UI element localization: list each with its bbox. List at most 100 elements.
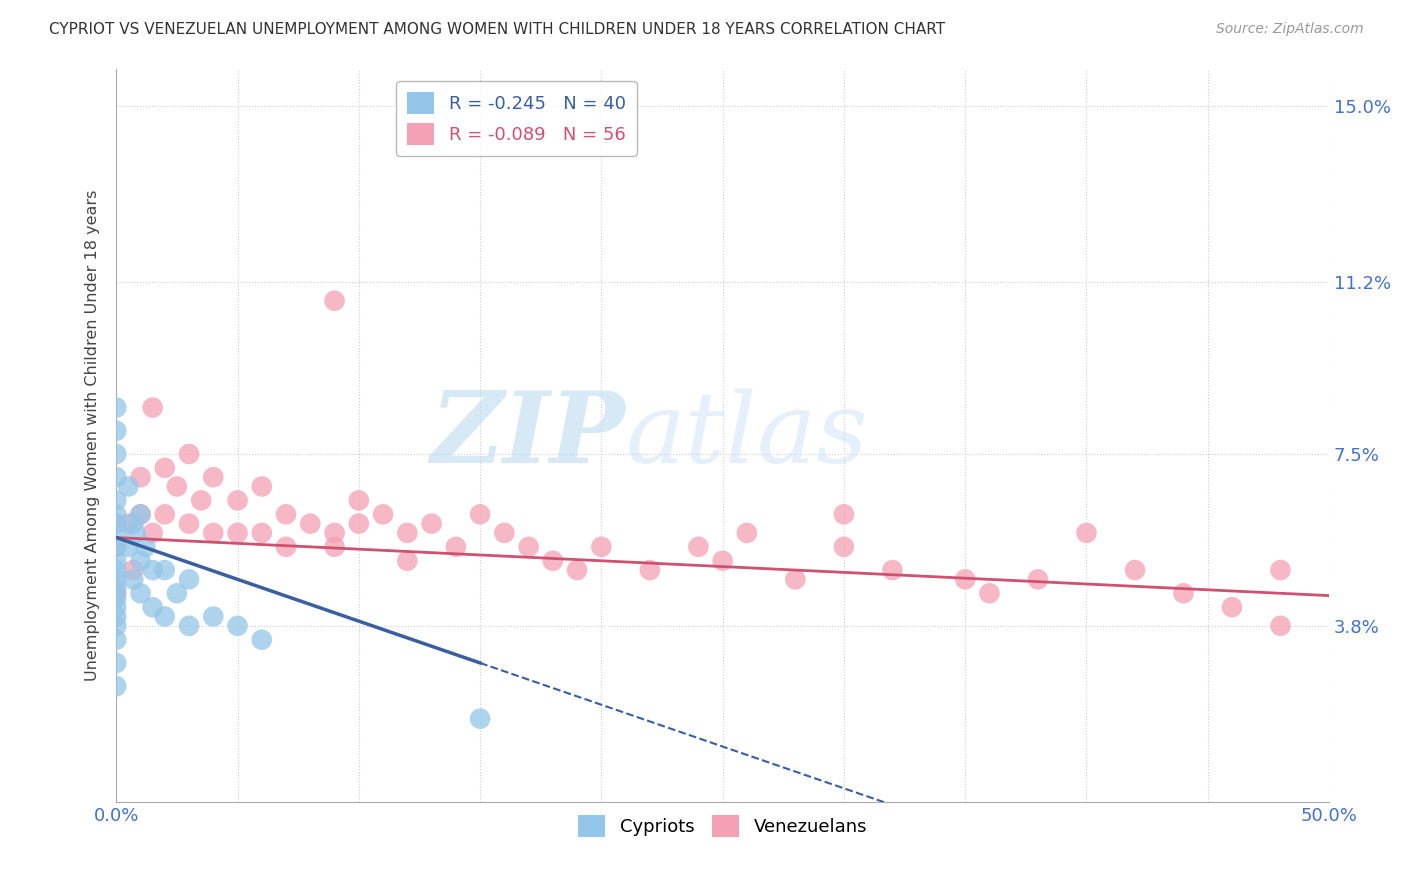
- Point: [117, 479, 139, 493]
- Point: [202, 525, 225, 540]
- Point: [785, 573, 807, 587]
- Point: [565, 563, 588, 577]
- Point: [105, 447, 128, 461]
- Point: [953, 573, 976, 587]
- Point: [105, 470, 128, 484]
- Point: [202, 470, 225, 484]
- Point: [250, 525, 273, 540]
- Point: [117, 516, 139, 531]
- Point: [226, 525, 249, 540]
- Point: [832, 508, 855, 522]
- Point: [105, 508, 128, 522]
- Text: Source: ZipAtlas.com: Source: ZipAtlas.com: [1216, 22, 1364, 37]
- Point: [129, 586, 152, 600]
- Point: [226, 619, 249, 633]
- Point: [105, 679, 128, 693]
- Point: [177, 573, 200, 587]
- Point: [226, 493, 249, 508]
- Point: [299, 516, 322, 531]
- Point: [122, 563, 145, 577]
- Point: [638, 563, 661, 577]
- Point: [142, 600, 165, 615]
- Point: [177, 619, 200, 633]
- Point: [396, 554, 419, 568]
- Point: [134, 540, 156, 554]
- Point: [1270, 619, 1292, 633]
- Point: [105, 554, 128, 568]
- Point: [122, 573, 145, 587]
- Point: [468, 508, 491, 522]
- Point: [1026, 573, 1049, 587]
- Point: [494, 525, 516, 540]
- Point: [105, 563, 128, 577]
- Point: [1123, 563, 1146, 577]
- Text: CYPRIOT VS VENEZUELAN UNEMPLOYMENT AMONG WOMEN WITH CHILDREN UNDER 18 YEARS CORR: CYPRIOT VS VENEZUELAN UNEMPLOYMENT AMONG…: [49, 22, 945, 37]
- Point: [396, 525, 419, 540]
- Point: [323, 525, 346, 540]
- Legend: Cypriots, Venezuelans: Cypriots, Venezuelans: [571, 808, 875, 845]
- Point: [142, 563, 165, 577]
- Point: [105, 525, 128, 540]
- Point: [468, 712, 491, 726]
- Point: [1220, 600, 1243, 615]
- Point: [202, 609, 225, 624]
- Point: [105, 591, 128, 605]
- Point: [124, 525, 146, 540]
- Point: [105, 493, 128, 508]
- Point: [177, 447, 200, 461]
- Point: [142, 401, 165, 415]
- Point: [347, 493, 370, 508]
- Point: [190, 493, 212, 508]
- Text: ZIP: ZIP: [430, 387, 626, 483]
- Point: [711, 554, 734, 568]
- Point: [1076, 525, 1098, 540]
- Point: [735, 525, 758, 540]
- Point: [105, 540, 128, 554]
- Point: [832, 540, 855, 554]
- Point: [105, 609, 128, 624]
- Text: atlas: atlas: [626, 388, 869, 483]
- Point: [1173, 586, 1195, 600]
- Point: [250, 632, 273, 647]
- Point: [129, 508, 152, 522]
- Point: [129, 508, 152, 522]
- Point: [153, 609, 176, 624]
- Point: [688, 540, 710, 554]
- Point: [105, 573, 128, 587]
- Point: [105, 632, 128, 647]
- Point: [105, 540, 128, 554]
- Point: [177, 516, 200, 531]
- Point: [274, 540, 297, 554]
- Point: [591, 540, 613, 554]
- Point: [105, 656, 128, 670]
- Point: [1270, 563, 1292, 577]
- Y-axis label: Unemployment Among Women with Children Under 18 years: Unemployment Among Women with Children U…: [86, 190, 100, 681]
- Point: [250, 479, 273, 493]
- Point: [105, 586, 128, 600]
- Point: [420, 516, 443, 531]
- Point: [347, 516, 370, 531]
- Point: [129, 470, 152, 484]
- Point: [122, 516, 145, 531]
- Point: [371, 508, 394, 522]
- Point: [274, 508, 297, 522]
- Point: [166, 479, 188, 493]
- Point: [117, 540, 139, 554]
- Point: [105, 600, 128, 615]
- Point: [153, 508, 176, 522]
- Point: [105, 424, 128, 438]
- Point: [105, 516, 128, 531]
- Point: [153, 563, 176, 577]
- Point: [517, 540, 540, 554]
- Point: [882, 563, 904, 577]
- Point: [444, 540, 467, 554]
- Point: [979, 586, 1001, 600]
- Point: [541, 554, 564, 568]
- Point: [105, 401, 128, 415]
- Point: [323, 540, 346, 554]
- Point: [129, 554, 152, 568]
- Point: [153, 461, 176, 475]
- Point: [142, 525, 165, 540]
- Point: [105, 582, 128, 596]
- Point: [323, 293, 346, 308]
